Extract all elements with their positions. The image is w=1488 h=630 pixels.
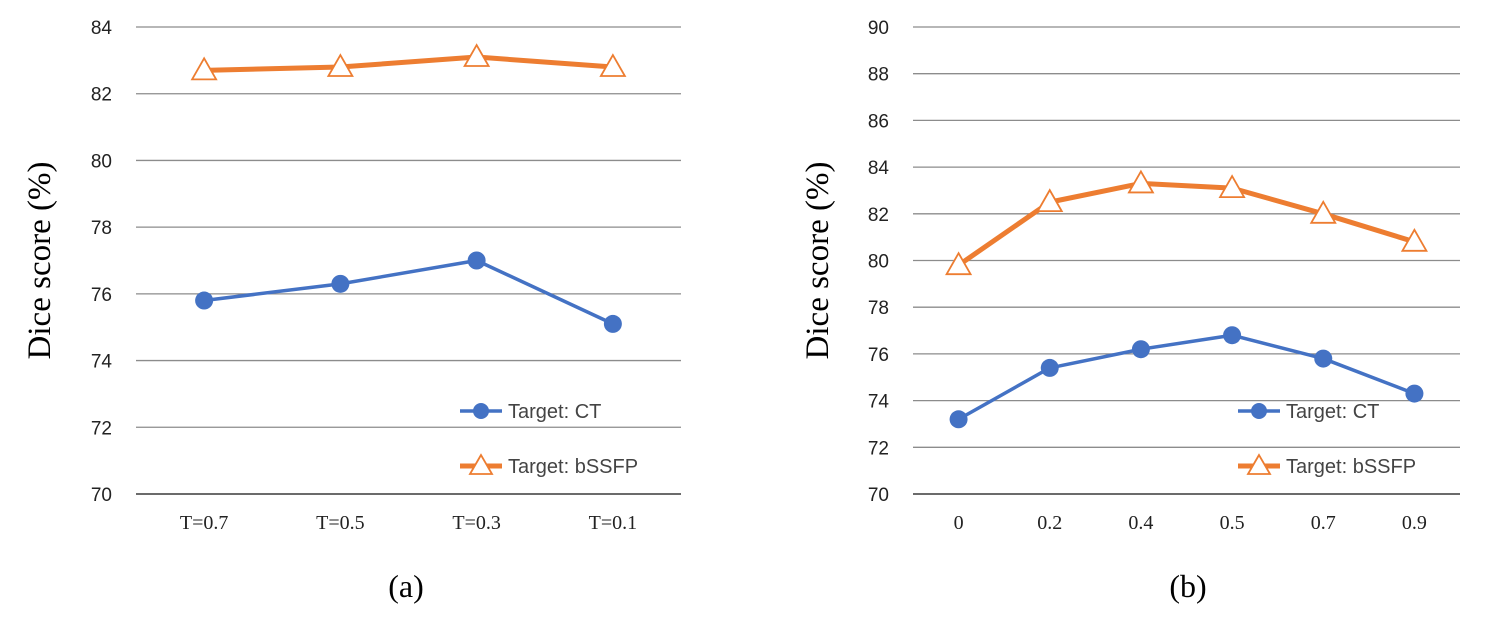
y-tick-label: 72 bbox=[868, 438, 889, 459]
series-bssfp bbox=[945, 169, 1428, 276]
legend-item-ct: Target: CT bbox=[460, 401, 601, 423]
legend-marker bbox=[1251, 403, 1267, 419]
data-point bbox=[945, 251, 973, 276]
x-tick-label: T=0.1 bbox=[589, 512, 638, 534]
y-tick-label: 70 bbox=[91, 485, 112, 506]
data-point bbox=[1309, 199, 1337, 224]
data-point bbox=[195, 291, 214, 310]
x-tick-label: 0.4 bbox=[1128, 512, 1153, 534]
y-tick-label: 88 bbox=[868, 65, 889, 86]
y-tick-label: 84 bbox=[868, 158, 890, 179]
chart-caption: (a) bbox=[388, 568, 424, 604]
x-tick-label: 0.7 bbox=[1311, 512, 1336, 534]
series-line bbox=[203, 258, 614, 326]
data-point bbox=[603, 314, 622, 333]
chart-caption: (b) bbox=[1169, 568, 1206, 604]
y-tick-label: 78 bbox=[91, 218, 112, 239]
series-line bbox=[204, 54, 614, 73]
x-tick-label: 0 bbox=[954, 512, 964, 534]
series-bssfp bbox=[190, 43, 627, 81]
series-ct bbox=[195, 251, 622, 333]
legend-item-ct: Target: CT bbox=[1238, 401, 1379, 423]
y-tick-label: 82 bbox=[868, 205, 889, 226]
chart-a: 70 72 74 76 78 80 82 84 T=0.7 T=0.5 T=0.3 T=0.1 Dice… bbox=[22, 18, 681, 604]
y-tick-label: 90 bbox=[868, 18, 889, 39]
series-line bbox=[957, 180, 1416, 268]
x-tick-label: T=0.3 bbox=[452, 512, 501, 534]
x-tick-label: T=0.5 bbox=[316, 512, 365, 534]
x-tick-label: T=0.7 bbox=[180, 512, 229, 534]
data-point bbox=[463, 43, 491, 67]
series-ct bbox=[949, 326, 1424, 429]
data-point bbox=[331, 274, 350, 293]
data-point bbox=[1218, 174, 1246, 199]
y-tick-label: 80 bbox=[868, 252, 889, 273]
x-tick-label: 0.9 bbox=[1402, 512, 1427, 534]
data-point bbox=[1127, 169, 1155, 194]
series-line bbox=[957, 333, 1416, 421]
legend-label: Target: CT bbox=[508, 401, 601, 423]
y-tick-label: 76 bbox=[868, 345, 889, 366]
legend-item-bssfp: Target: bSSFP bbox=[1238, 453, 1416, 478]
data-point bbox=[1036, 188, 1064, 213]
x-tick-label: 0.2 bbox=[1037, 512, 1062, 534]
x-tick-label: 0.5 bbox=[1220, 512, 1245, 534]
y-tick-label: 72 bbox=[91, 418, 112, 439]
y-tick-label: 80 bbox=[91, 151, 112, 172]
y-tick-label: 86 bbox=[868, 111, 889, 132]
legend-marker bbox=[473, 403, 489, 419]
y-tick-label: 84 bbox=[91, 18, 113, 39]
data-point bbox=[190, 56, 218, 81]
y-tick-label: 74 bbox=[868, 392, 890, 413]
data-point bbox=[949, 410, 968, 429]
data-point bbox=[1131, 340, 1150, 359]
legend-label: Target: bSSFP bbox=[508, 456, 638, 478]
legend-label: Target: bSSFP bbox=[1286, 456, 1416, 478]
chart-b: 70 72 74 76 78 80 82 84 86 88 90 0 0.2 0.4 0.5 0.7 0.9 Di… bbox=[800, 18, 1460, 604]
data-point bbox=[1400, 228, 1428, 252]
data-point bbox=[467, 251, 486, 270]
data-point bbox=[1314, 349, 1333, 368]
y-tick-label: 76 bbox=[91, 285, 112, 306]
y-tick-label: 74 bbox=[91, 352, 113, 373]
legend-marker bbox=[1246, 453, 1272, 475]
data-point bbox=[599, 53, 627, 77]
legend-label: Target: CT bbox=[1286, 401, 1379, 423]
data-point bbox=[1405, 384, 1424, 403]
y-tick-label: 82 bbox=[91, 85, 112, 106]
data-point bbox=[1223, 326, 1242, 345]
y-axis-label: Dice score (%) bbox=[22, 162, 58, 360]
legend-marker bbox=[468, 453, 494, 475]
y-tick-label: 78 bbox=[868, 298, 889, 319]
data-point bbox=[1040, 358, 1059, 377]
y-tick-label: 70 bbox=[868, 485, 889, 506]
y-axis-label: Dice score (%) bbox=[800, 162, 836, 360]
legend-item-bssfp: Target: bSSFP bbox=[460, 453, 638, 478]
data-point bbox=[326, 53, 354, 77]
